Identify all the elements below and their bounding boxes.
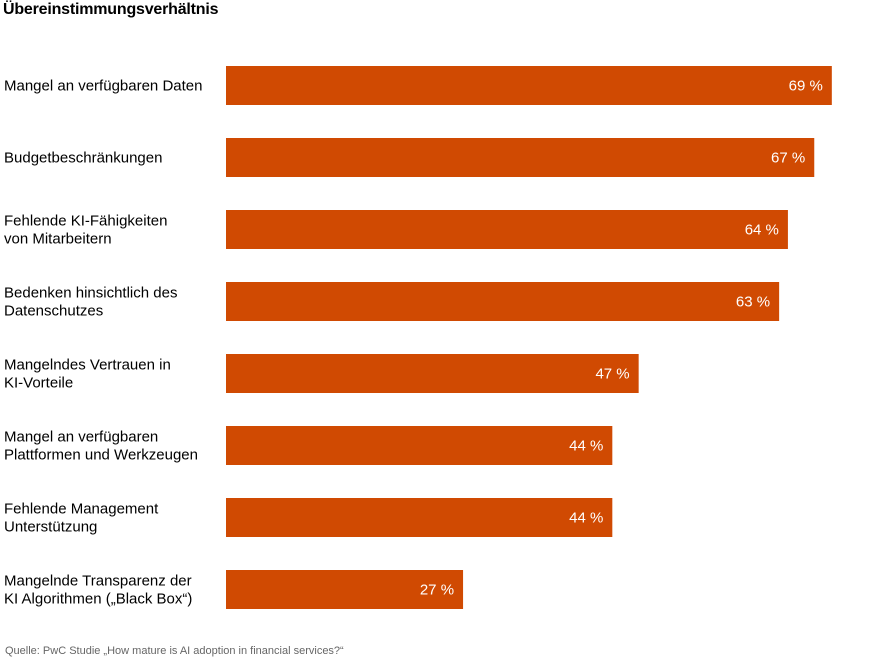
category-label: Mangel an verfügbaren Plattformen und Wer… [4, 429, 198, 464]
bar [226, 282, 780, 321]
category-label: Bedenken hinsichtlich des Datenschutzes [4, 285, 177, 320]
source-note: Quelle: PwC Studie „How mature is AI ado… [5, 645, 344, 657]
chart-title: Übereinstimmungsverhältnis [3, 1, 219, 18]
bar [226, 210, 788, 249]
bar [226, 66, 832, 105]
value-label: 64 % [745, 222, 779, 239]
bar [226, 354, 639, 393]
value-label: 67 % [771, 150, 805, 167]
value-label: 63 % [736, 294, 770, 311]
bar [226, 138, 815, 177]
category-label: Budgetbeschränkungen [4, 150, 162, 167]
category-label: Fehlende KI-Fähigkeiten von Mitarbeitern [4, 213, 167, 248]
value-label: 44 % [569, 510, 603, 527]
bar [226, 498, 613, 537]
category-label: Mangel an verfügbaren Daten [4, 78, 202, 95]
category-label: Fehlende Management Unterstützung [4, 501, 159, 536]
category-label: Mangelndes Vertrauen in KI-Vorteile [4, 357, 171, 392]
category-label: Mangelnde Transparenz der KI Algorithmen … [4, 573, 192, 608]
value-label: 69 % [789, 78, 823, 95]
value-label: 44 % [569, 438, 603, 455]
bar [226, 426, 613, 465]
value-label: 27 % [420, 582, 454, 599]
bar [226, 570, 464, 609]
value-label: 47 % [595, 366, 629, 383]
